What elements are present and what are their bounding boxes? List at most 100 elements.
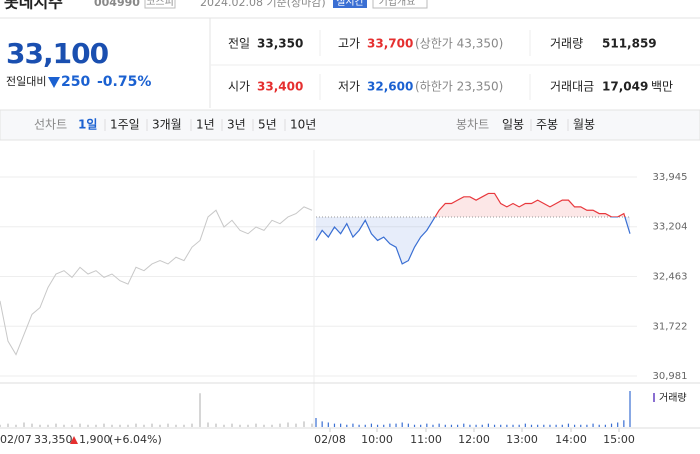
footer-date: 02/07 — [0, 433, 32, 446]
volume-bar — [0, 424, 1, 427]
volume-bar — [438, 423, 440, 427]
volume-bar — [352, 423, 354, 427]
volume-bar — [481, 424, 483, 427]
volume-bar — [555, 424, 557, 427]
volume-bar — [432, 424, 434, 427]
volume-bar — [87, 424, 89, 427]
volume-bar — [271, 424, 273, 427]
down-arrow — [48, 77, 60, 88]
tab-group[interactable]: 선차트 — [34, 118, 67, 132]
label: 거래대금 — [550, 80, 594, 94]
stock-name: 롯데지주 — [4, 0, 63, 12]
period-tab[interactable]: 10년 — [290, 118, 316, 132]
period-tab[interactable]: 1주일 — [110, 118, 140, 132]
period-tab[interactable]: 5년 — [258, 118, 277, 132]
label: 전일 — [228, 37, 250, 51]
realtime-badge[interactable] — [333, 0, 367, 8]
volume-bar — [315, 418, 317, 427]
volume-bar — [604, 424, 606, 427]
footer-close: 33,350 — [34, 433, 73, 446]
y-tick-label: 33,945 — [653, 172, 688, 183]
volume-bar — [95, 424, 97, 427]
realtime[interactable]: 실시간 — [336, 0, 364, 8]
volume-bar — [383, 424, 385, 427]
note: (하한가 23,350) — [415, 80, 503, 94]
volume-bar — [111, 424, 113, 427]
stock-code: 004990 — [94, 0, 140, 9]
up-arrow — [70, 436, 78, 444]
note: (상한가 43,350) — [415, 37, 503, 51]
volume-bar — [617, 422, 619, 427]
volume-bar — [401, 422, 403, 427]
volume-bar — [255, 423, 257, 427]
price-line — [0, 206, 313, 356]
period-tab[interactable]: 1년 — [196, 118, 215, 132]
volume-bar — [530, 424, 533, 427]
volume-legend: 거래량 — [659, 392, 687, 404]
volume-bar — [135, 423, 137, 427]
volume-bar — [493, 424, 496, 427]
period-tab[interactable]: 3개월 — [152, 118, 182, 132]
volume-bar — [143, 424, 145, 427]
volume-bar — [207, 422, 209, 427]
value: 33,700 — [367, 37, 413, 51]
label: 저가 — [338, 80, 360, 94]
volume-bar — [413, 424, 416, 427]
volume-bar — [63, 424, 65, 427]
y-tick-label: 32,463 — [653, 272, 688, 283]
candle-tab[interactable]: 일봉 — [502, 118, 524, 132]
change: 250 — [61, 74, 90, 90]
y-tick-label: 30,981 — [653, 371, 688, 382]
volume-bar — [175, 424, 177, 427]
volume-bar — [183, 424, 185, 427]
volume-bar — [231, 423, 233, 427]
volume-bar — [376, 424, 379, 427]
volume-bar — [420, 424, 422, 427]
volume-bar — [370, 423, 373, 427]
candle-tab[interactable]: 주봉 — [536, 118, 558, 132]
volume-bar — [610, 423, 613, 427]
value: 32,600 — [367, 80, 413, 94]
volume-bar — [303, 421, 305, 427]
volume-bar — [444, 424, 446, 427]
company[interactable]: 기업개요 — [379, 0, 416, 8]
candle-tab[interactable]: 월봉 — [573, 118, 595, 132]
area-down — [316, 216, 630, 264]
volume-bar — [127, 424, 129, 427]
volume-bar — [39, 424, 41, 427]
volume-bar — [279, 423, 281, 427]
volume-bar — [586, 424, 588, 427]
volume-bar — [223, 424, 225, 427]
volume-bar — [537, 424, 539, 427]
footer-change: 1,900 — [79, 433, 111, 446]
period-tab[interactable]: 1일 — [78, 118, 97, 132]
volume-bar — [512, 424, 514, 427]
volume-bar — [598, 424, 600, 427]
volume-bar — [287, 422, 289, 427]
volume-bar — [580, 424, 582, 427]
volume-bar — [311, 423, 313, 427]
tab-bar — [0, 109, 700, 141]
volume-bar — [327, 422, 329, 427]
volume-bar — [79, 423, 81, 427]
volume-bar — [215, 423, 217, 427]
volume-bar — [500, 424, 502, 427]
volume-bar — [47, 424, 49, 427]
volume-bar — [103, 423, 105, 427]
period-tab[interactable]: 3년 — [227, 118, 246, 132]
company-button[interactable] — [372, 0, 428, 9]
volume-bar — [524, 423, 526, 427]
volume-bar — [623, 420, 625, 427]
volume-bar — [199, 393, 201, 427]
market-badge — [144, 0, 176, 9]
volume-bar — [567, 423, 570, 427]
volume-bar — [295, 423, 297, 427]
volume-bar — [23, 422, 25, 427]
x-tick-label: 12:00 — [458, 433, 490, 446]
volume-bar — [543, 424, 545, 427]
volume-bar — [239, 424, 241, 427]
tab-group[interactable]: 봉차트 — [456, 118, 489, 132]
value: 17,049 — [602, 80, 648, 94]
current-price: 33,100 — [6, 37, 109, 70]
